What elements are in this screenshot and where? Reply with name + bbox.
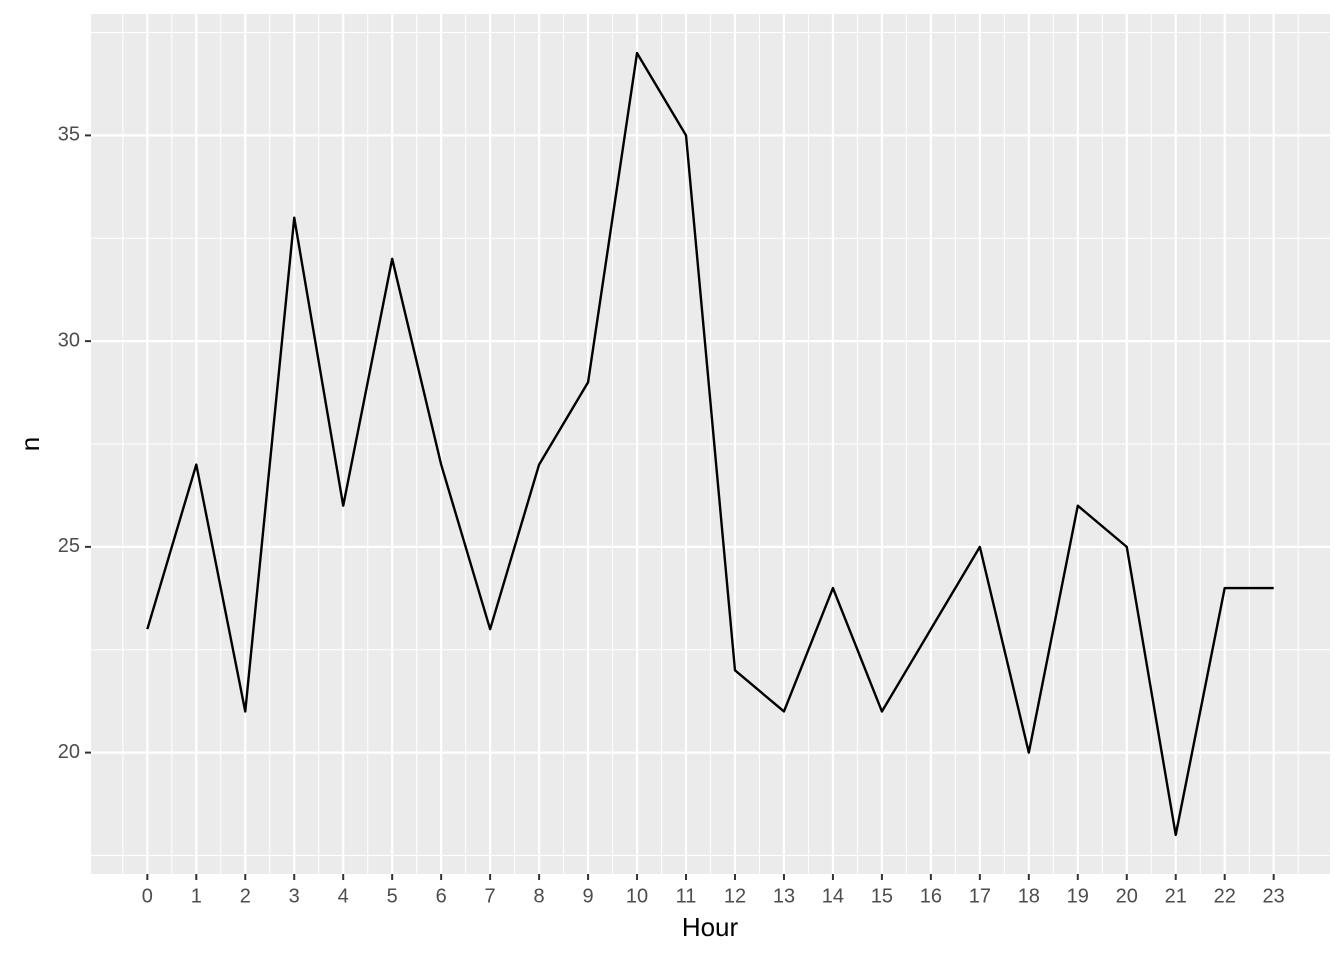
x-tick-label: 0 <box>142 885 153 907</box>
y-axis-title: n <box>15 437 45 451</box>
data-line <box>146 51 1274 837</box>
x-tick-label: 9 <box>583 885 594 907</box>
y-tick-label: 30 <box>58 329 80 351</box>
x-tick-label: 20 <box>1116 885 1138 907</box>
x-tick-label: 2 <box>240 885 251 907</box>
y-tick-label: 35 <box>58 124 80 146</box>
x-tick-label: 21 <box>1165 885 1187 907</box>
x-tick-label: 11 <box>676 885 697 907</box>
x-tick-label: 17 <box>969 885 991 907</box>
x-tick-label: 22 <box>1214 885 1236 907</box>
x-tick-label: 6 <box>436 885 447 907</box>
y-tick-label: 20 <box>58 741 80 763</box>
x-tick-label: 15 <box>871 885 893 907</box>
x-tick-label: 4 <box>338 885 349 907</box>
x-tick-label: 23 <box>1263 885 1285 907</box>
x-tick-label: 5 <box>387 885 398 907</box>
x-tick-label: 8 <box>534 885 545 907</box>
x-tick-label: 13 <box>773 885 795 907</box>
x-tick-label: 12 <box>724 885 746 907</box>
x-tick-label: 19 <box>1067 885 1089 907</box>
x-tick-label: 10 <box>626 885 648 907</box>
x-tick-label: 3 <box>289 885 300 907</box>
x-tick-label: 7 <box>485 885 496 907</box>
x-axis-title: Hour <box>682 912 739 942</box>
x-tick-label: 14 <box>822 885 844 907</box>
x-tick-label: 16 <box>920 885 942 907</box>
y-tick-label: 25 <box>58 535 80 557</box>
x-tick-label: 1 <box>191 885 202 907</box>
x-tick-label: 18 <box>1018 885 1040 907</box>
